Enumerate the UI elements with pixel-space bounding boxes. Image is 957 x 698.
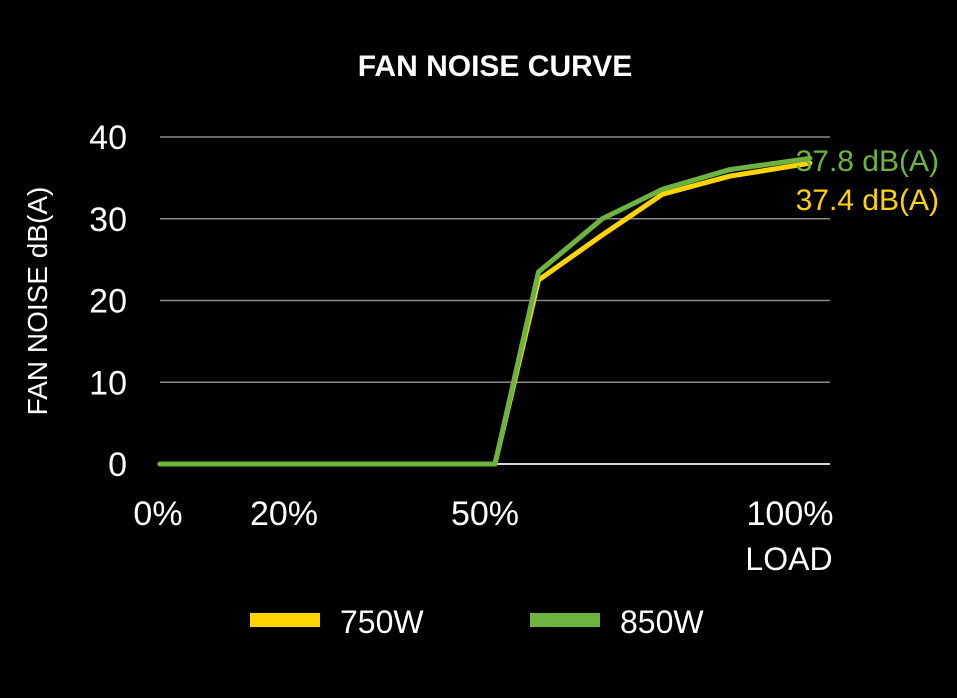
legend-label-850w: 850W: [620, 604, 704, 640]
series-layer: [157, 155, 813, 467]
y-tick-labels: 0 10 20 30 40: [89, 119, 127, 484]
end-label-750w: 37.4 dB(A): [796, 184, 939, 217]
y-axis-title: FAN NOISE dB(A): [22, 187, 53, 416]
x-axis-title: LOAD: [745, 541, 832, 577]
series-line-850w: [157, 155, 813, 467]
legend: 750W 850W: [250, 604, 704, 640]
x-tick-label: 50%: [451, 495, 519, 533]
legend-swatch-850w: [530, 613, 600, 627]
series-line-750w: [157, 160, 813, 467]
end-label-850w: 37.8 dB(A): [796, 145, 939, 178]
x-tick-label: 0%: [133, 495, 182, 533]
x-tick-label: 100%: [747, 495, 834, 533]
grid-layer: [160, 136, 830, 465]
x-tick-labels: 0% 20% 50% 100%: [133, 495, 833, 533]
y-tick-label: 40: [89, 119, 127, 157]
legend-swatch-750w: [250, 613, 320, 627]
y-tick-label: 10: [89, 364, 127, 402]
x-tick-label: 20%: [250, 495, 318, 533]
legend-label-750w: 750W: [340, 604, 424, 640]
chart-title: FAN NOISE CURVE: [358, 50, 633, 83]
y-tick-label: 0: [108, 446, 127, 484]
end-labels: 37.4 dB(A) 37.8 dB(A): [796, 145, 939, 217]
y-tick-label: 20: [89, 283, 127, 321]
y-tick-label: 30: [89, 201, 127, 239]
